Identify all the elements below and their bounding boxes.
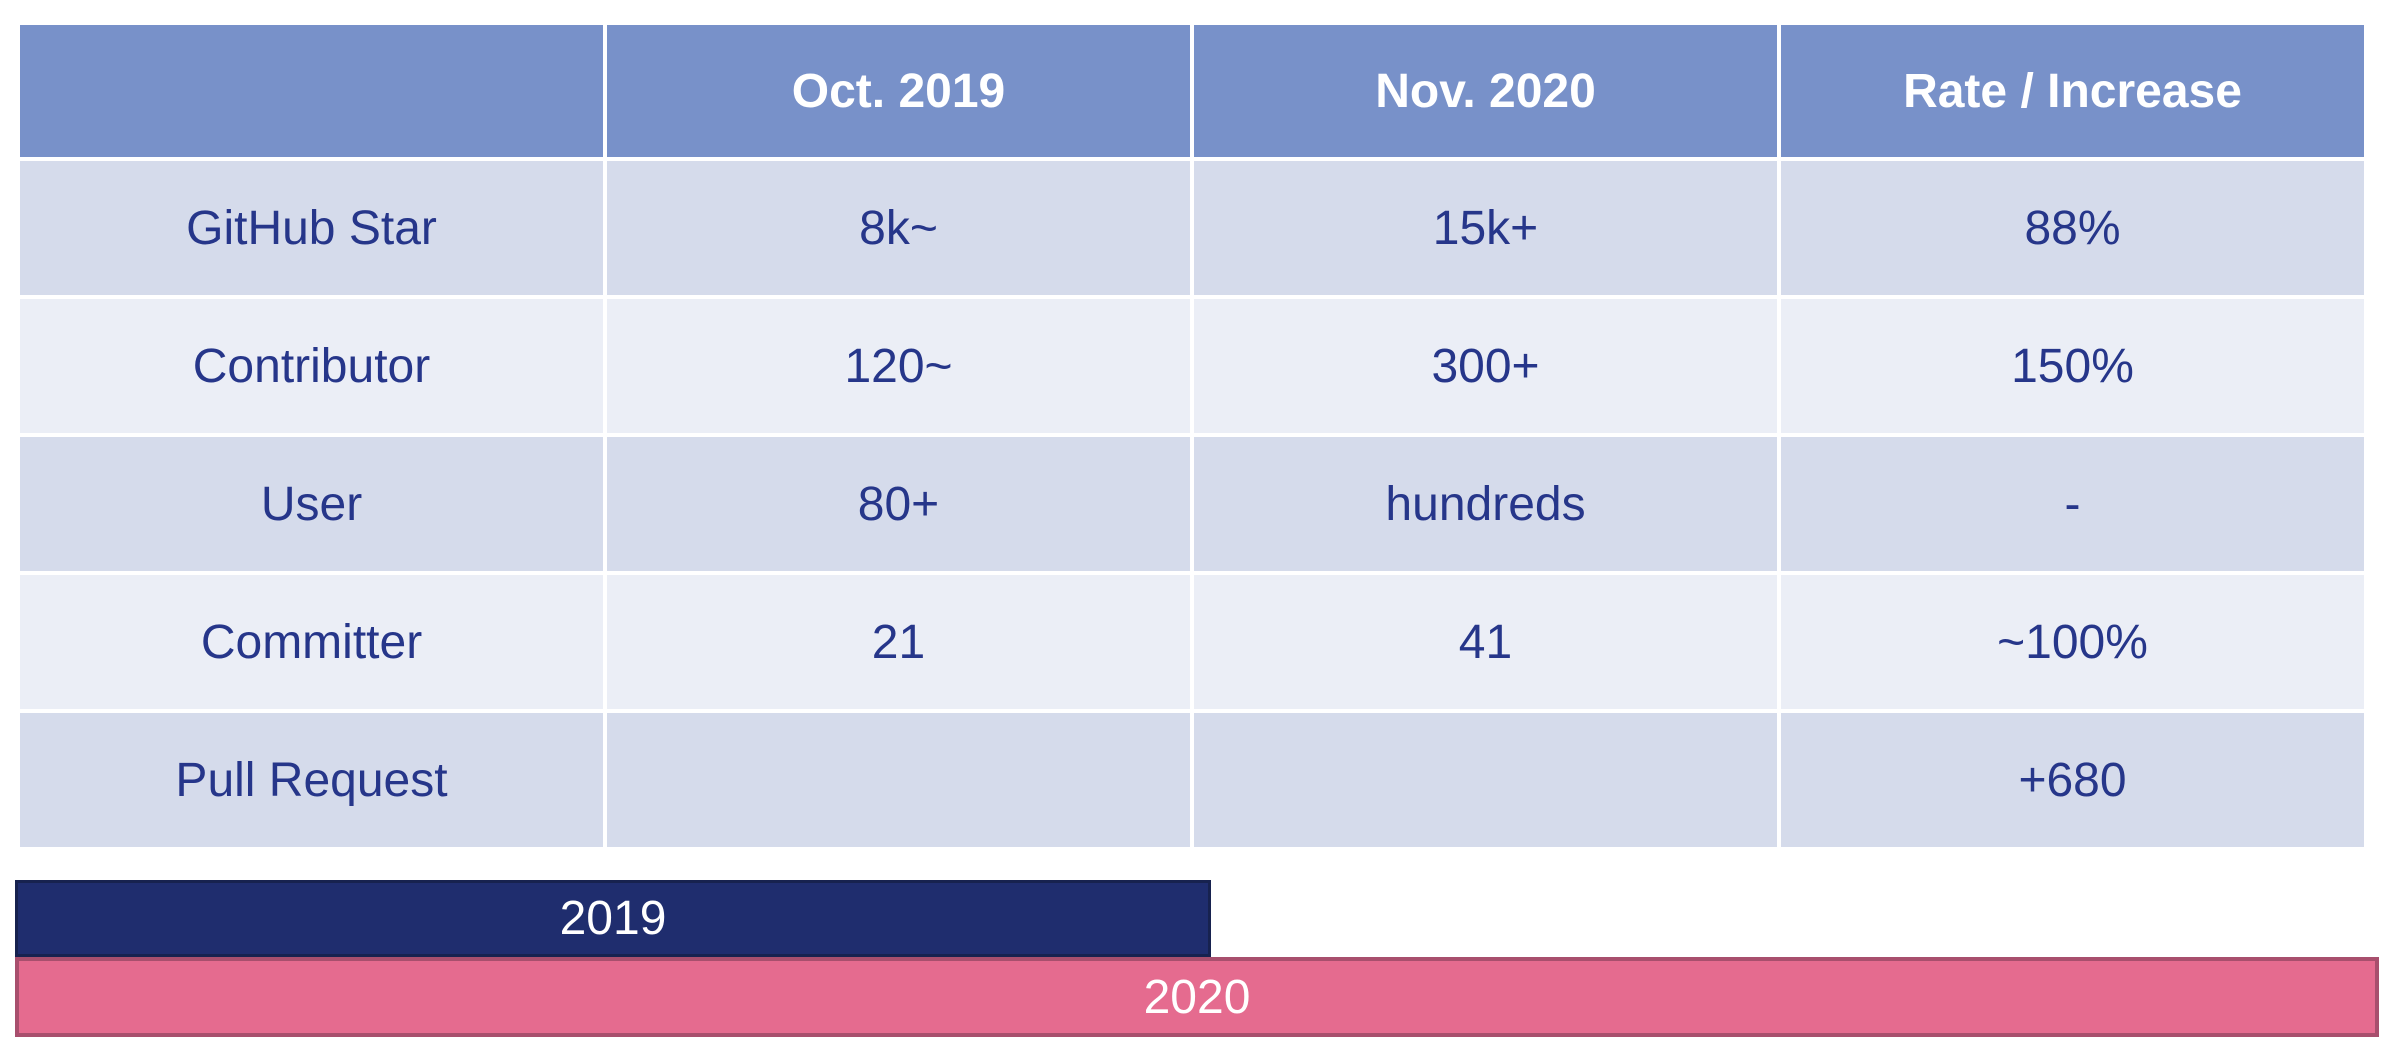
table-cell: 41	[1194, 575, 1777, 709]
table-cell: 80+	[607, 437, 1190, 571]
row-label: Contributor	[20, 299, 603, 433]
header-cell	[20, 25, 603, 157]
header-row: Oct. 2019 Nov. 2020 Rate / Increase	[20, 25, 2364, 157]
row-label: Pull Request	[20, 713, 603, 847]
table-cell	[1194, 713, 1777, 847]
year-bar-2019: 2019	[15, 880, 1211, 957]
table-row: Contributor 120~ 300+ 150%	[20, 299, 2364, 433]
table-row: GitHub Star 8k~ 15k+ 88%	[20, 161, 2364, 295]
table-cell: 300+	[1194, 299, 1777, 433]
table-cell: 15k+	[1194, 161, 1777, 295]
header-cell: Nov. 2020	[1194, 25, 1777, 157]
stats-table: Oct. 2019 Nov. 2020 Rate / Increase GitHub …	[16, 21, 2368, 851]
header-cell: Oct. 2019	[607, 25, 1190, 157]
table-cell: +680	[1781, 713, 2364, 847]
table-row: Committer 21 41 ~100%	[20, 575, 2364, 709]
table-cell: 21	[607, 575, 1190, 709]
table-cell: ~100%	[1781, 575, 2364, 709]
table-cell: -	[1781, 437, 2364, 571]
table-cell: 150%	[1781, 299, 2364, 433]
table-cell: 88%	[1781, 161, 2364, 295]
row-label: User	[20, 437, 603, 571]
row-label: Committer	[20, 575, 603, 709]
table-cell: 120~	[607, 299, 1190, 433]
header-cell: Rate / Increase	[1781, 25, 2364, 157]
table-cell: hundreds	[1194, 437, 1777, 571]
row-label: GitHub Star	[20, 161, 603, 295]
year-bar-2020: 2020	[15, 957, 2379, 1037]
table-cell	[607, 713, 1190, 847]
table-row: Pull Request +680	[20, 713, 2364, 847]
table-body: GitHub Star 8k~ 15k+ 88% Contributor 120~ 300+…	[20, 161, 2364, 847]
table-row: User 80+ hundreds -	[20, 437, 2364, 571]
table-cell: 8k~	[607, 161, 1190, 295]
